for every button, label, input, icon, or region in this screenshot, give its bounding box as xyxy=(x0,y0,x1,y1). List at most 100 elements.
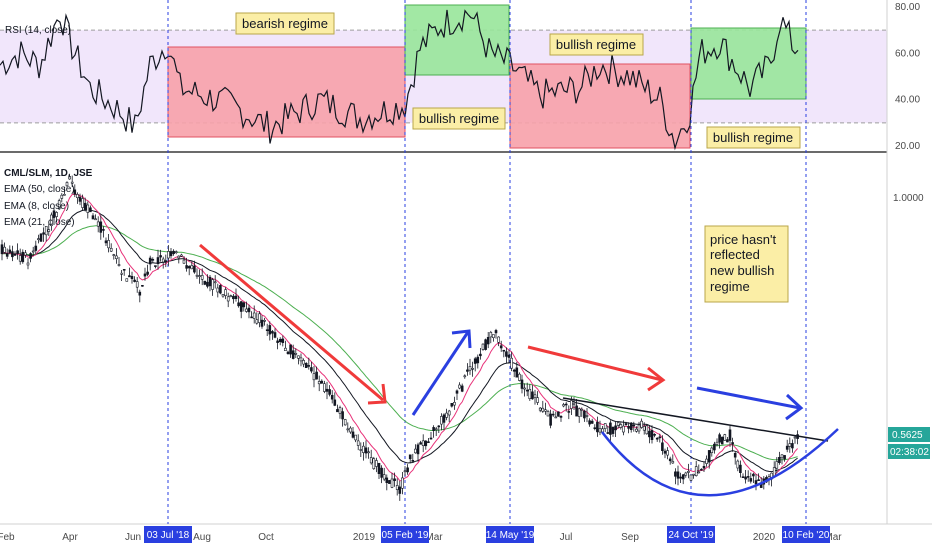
regime-boxes xyxy=(167,4,807,149)
candle-body xyxy=(291,350,295,359)
date-marker-labels: 03 Jul '18 05 Feb '19 14 May '19 24 Oct '19… xyxy=(144,526,830,543)
regime-box-4 xyxy=(690,27,807,100)
candle-body xyxy=(455,390,459,394)
candle-body xyxy=(564,403,568,406)
candle-body xyxy=(252,312,256,319)
svg-text:regime: regime xyxy=(710,279,750,294)
candle-body xyxy=(141,284,144,287)
candle-body xyxy=(299,357,303,362)
candle-body xyxy=(65,182,69,187)
regime-box-3 xyxy=(509,63,691,149)
candle-body xyxy=(380,467,383,478)
candle-body xyxy=(549,413,552,426)
candle-body xyxy=(434,428,438,431)
candle-body xyxy=(200,275,204,280)
candle-body xyxy=(96,221,100,227)
candle-body xyxy=(525,389,529,392)
candle-body xyxy=(258,313,261,323)
candle-body xyxy=(315,371,318,380)
candle-body xyxy=(362,445,365,453)
candle-body xyxy=(676,471,680,479)
candle-body xyxy=(710,447,714,453)
rsi-tick-label: 80.00 xyxy=(895,2,920,13)
candle-body xyxy=(286,351,290,355)
candle-body xyxy=(645,425,649,435)
downtrend-arrow-2 xyxy=(527,345,663,382)
svg-text:bearish regime: bearish regime xyxy=(242,16,328,31)
regime-label-1: bearish regime xyxy=(235,12,335,35)
candle-body xyxy=(247,307,251,313)
candle-body xyxy=(666,450,669,456)
candle-body xyxy=(648,430,651,438)
candle-body xyxy=(616,422,620,426)
candle-body xyxy=(328,389,331,395)
candle-body xyxy=(494,330,498,334)
candle-body xyxy=(211,279,214,290)
rounding-bottom-curve xyxy=(601,428,839,497)
candle-body xyxy=(302,360,305,365)
candle-body xyxy=(640,420,643,428)
candle-body xyxy=(208,276,212,287)
candle-body xyxy=(785,445,789,450)
candle-body xyxy=(531,391,534,400)
candle-body xyxy=(650,430,654,440)
candle-body xyxy=(429,437,433,440)
candle-body xyxy=(772,467,776,477)
candle-body xyxy=(679,476,682,479)
candle-body xyxy=(31,250,35,253)
resistance-trendline xyxy=(562,397,829,442)
candle-body xyxy=(325,388,329,392)
rsi-tick-label: 40.00 xyxy=(895,95,920,106)
candle-body xyxy=(419,442,422,445)
candle-body xyxy=(187,266,191,269)
candle-body xyxy=(180,254,183,257)
candle-body xyxy=(442,414,446,423)
candle-body xyxy=(697,471,701,474)
uptrend-arrow-head xyxy=(451,329,472,349)
candle-body xyxy=(505,351,508,357)
sideways-arrow-head xyxy=(785,393,804,421)
candle-body xyxy=(359,449,363,451)
candle-body xyxy=(411,459,415,462)
candle-body xyxy=(164,260,168,262)
candle-body xyxy=(50,214,53,226)
candle-body xyxy=(427,441,430,444)
date-marker-label: 14 May '19 xyxy=(486,526,535,543)
candle-body xyxy=(320,380,324,384)
svg-text:price hasn't: price hasn't xyxy=(710,232,776,247)
candle-body xyxy=(388,480,391,484)
candle-body xyxy=(317,381,321,385)
candle-body xyxy=(775,461,779,469)
candle-body xyxy=(182,259,186,264)
candle-body xyxy=(203,280,207,285)
ema-50-line xyxy=(1,225,798,461)
candle-body xyxy=(720,436,724,445)
candle-body xyxy=(83,202,87,211)
candle-body xyxy=(590,420,594,424)
candle-body xyxy=(458,384,461,389)
ema21-legend: EMA (21, close) xyxy=(4,217,75,228)
candle-body xyxy=(338,407,342,414)
candle-body xyxy=(351,431,355,438)
candle-body xyxy=(245,308,248,312)
candle-body xyxy=(684,472,688,476)
time-tick-label: Sep xyxy=(621,532,639,543)
rsi-axis: 80.00 60.00 40.00 20.00 xyxy=(895,2,920,152)
candle-body xyxy=(541,407,545,412)
candle-body xyxy=(661,442,664,451)
candle-body xyxy=(284,347,287,352)
candle-body xyxy=(11,251,14,258)
candle-body xyxy=(572,402,576,405)
candle-body xyxy=(78,196,82,202)
candle-body xyxy=(486,336,490,345)
candle-body xyxy=(271,331,274,334)
svg-text:bullish regime: bullish regime xyxy=(713,130,793,145)
candle-body xyxy=(440,416,443,425)
candle-body xyxy=(562,404,565,407)
candle-body xyxy=(57,200,61,210)
candle-body xyxy=(73,189,77,195)
price-annotation: price hasn't reflected new bullish regim… xyxy=(704,225,789,303)
candle-body xyxy=(437,425,441,428)
regime-label-4: bullish regime xyxy=(706,126,801,149)
